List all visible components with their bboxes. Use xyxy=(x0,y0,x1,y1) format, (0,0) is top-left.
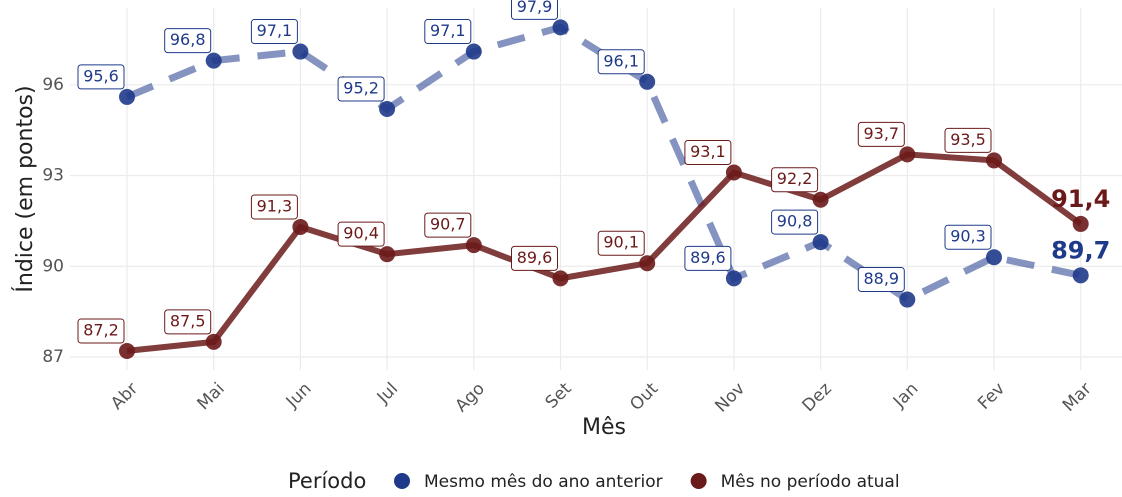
x-tick-label: Jan xyxy=(889,379,922,412)
data-point xyxy=(119,88,135,105)
y-tick-label: 96 xyxy=(42,75,64,95)
x-tick-label: Set xyxy=(542,379,576,413)
data-point xyxy=(986,249,1002,266)
data-label: 87,5 xyxy=(170,311,206,330)
legend-marker xyxy=(394,473,410,489)
label-box xyxy=(77,318,125,344)
data-label: 95,2 xyxy=(343,79,379,98)
data-label: 93,1 xyxy=(690,142,726,161)
data-label: 91,4 xyxy=(1051,185,1110,213)
y-tick-label: 87 xyxy=(42,347,64,367)
label-box xyxy=(337,76,385,102)
legend-title: Período xyxy=(288,469,366,493)
label-box xyxy=(944,224,992,250)
data-point xyxy=(119,342,135,359)
data-point xyxy=(292,218,309,235)
data-point xyxy=(205,333,222,350)
data-point xyxy=(725,270,742,287)
data-point xyxy=(899,291,916,308)
data-label: 88,9 xyxy=(863,269,899,288)
label-box xyxy=(944,127,992,153)
data-point xyxy=(899,146,916,163)
legend-label: Mês no período atual xyxy=(721,472,900,492)
data-label: 89,6 xyxy=(690,248,726,267)
data-point xyxy=(812,191,829,208)
data-point xyxy=(205,52,222,69)
data-point xyxy=(552,19,569,36)
data-point xyxy=(465,43,482,60)
data-point xyxy=(1072,267,1089,284)
label-box xyxy=(597,49,645,75)
label-box xyxy=(511,245,558,271)
x-tick-label: Ago xyxy=(452,379,489,416)
data-label: 97,9 xyxy=(517,0,553,16)
label-box xyxy=(771,167,819,193)
x-tick-label: Nov xyxy=(711,379,749,417)
data-label: 93,5 xyxy=(950,130,986,149)
y-tick-label: 90 xyxy=(42,256,64,276)
data-label: 97,1 xyxy=(257,21,293,40)
label-box xyxy=(857,121,905,147)
label-box xyxy=(250,194,298,220)
data-point xyxy=(379,101,396,118)
label-box xyxy=(771,209,819,235)
label-box xyxy=(337,221,385,247)
data-label: 93,7 xyxy=(863,124,899,143)
data-point xyxy=(1072,215,1089,232)
data-label: 95,6 xyxy=(83,66,119,85)
x-tick-label: Mar xyxy=(1059,379,1096,416)
label-box xyxy=(597,230,645,256)
data-point xyxy=(465,237,482,254)
label-box xyxy=(511,0,558,20)
data-label: 90,7 xyxy=(430,215,466,234)
label-box xyxy=(164,309,212,335)
label-box xyxy=(250,19,298,45)
legend-marker xyxy=(690,473,707,489)
data-label: 96,8 xyxy=(170,30,206,49)
x-tick-label: Out xyxy=(626,379,662,415)
data-label: 89,6 xyxy=(517,248,553,267)
legend-label: Mesmo mês do ano anterior xyxy=(424,472,663,492)
data-label: 87,2 xyxy=(83,320,119,339)
x-tick-label: Jul xyxy=(373,379,402,408)
label-box xyxy=(684,245,732,271)
data-point xyxy=(639,73,656,90)
data-label: 91,3 xyxy=(257,196,293,215)
label-box xyxy=(164,28,212,54)
label-box xyxy=(424,212,472,238)
data-point xyxy=(379,246,396,263)
data-label: 90,1 xyxy=(603,233,639,252)
y-tick-label: 93 xyxy=(42,166,64,186)
x-tick-label: Dez xyxy=(799,379,836,416)
data-point xyxy=(552,270,569,287)
data-label: 92,2 xyxy=(777,169,813,188)
data-label: 90,3 xyxy=(950,227,986,246)
data-label: 90,8 xyxy=(777,212,813,231)
x-axis-label: Mês xyxy=(582,415,626,440)
data-point xyxy=(292,43,309,60)
data-label: 90,4 xyxy=(343,224,379,243)
x-tick-label: Mai xyxy=(194,379,229,414)
x-tick-label: Jun xyxy=(282,379,316,413)
data-point xyxy=(812,234,829,251)
data-point xyxy=(639,255,656,272)
data-label: 97,1 xyxy=(430,21,466,40)
series-line xyxy=(126,151,1083,354)
label-box xyxy=(684,140,732,166)
data-point xyxy=(725,164,742,181)
label-box xyxy=(77,64,125,90)
label-box xyxy=(857,267,905,293)
label-box xyxy=(424,19,472,45)
data-label: 96,1 xyxy=(603,51,639,70)
data-label: 89,7 xyxy=(1051,236,1110,264)
data-point xyxy=(986,152,1002,169)
x-tick-label: Fev xyxy=(974,379,1009,414)
x-tick-label: Abr xyxy=(107,379,142,414)
y-axis-label: Índice (em pontos) xyxy=(12,85,38,292)
